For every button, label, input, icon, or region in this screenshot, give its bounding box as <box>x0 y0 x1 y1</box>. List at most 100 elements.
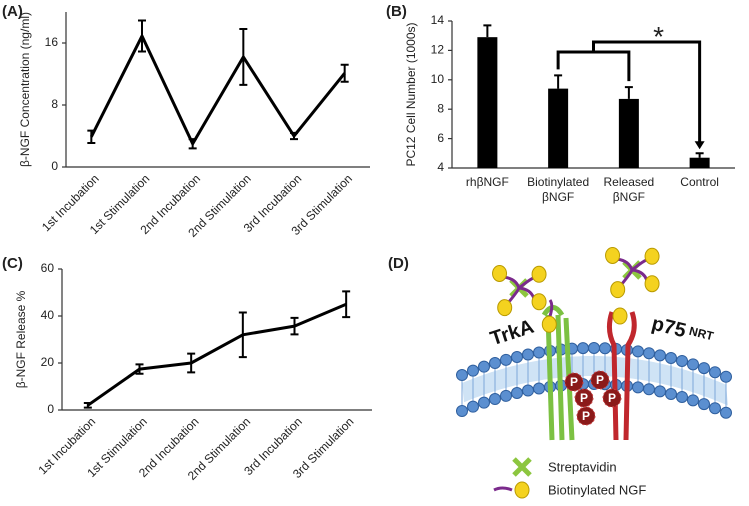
biotin-linker <box>504 275 521 289</box>
lipid-head <box>577 342 589 355</box>
lipid-head <box>522 348 534 361</box>
ngf <box>531 293 547 311</box>
lipid-head <box>500 389 512 402</box>
error-bar <box>290 316 299 336</box>
significance-annotation: * <box>653 21 664 52</box>
lipid-head <box>632 345 644 358</box>
significance-bracket <box>556 40 702 146</box>
lipid-head <box>599 342 611 355</box>
ngf <box>492 264 508 282</box>
significance-arrow <box>694 141 705 150</box>
lipid-head <box>709 402 721 415</box>
lipid-head <box>654 385 666 398</box>
y-tick-label: 16 <box>45 35 59 49</box>
panel-label: (D) <box>388 255 409 272</box>
error-bar <box>87 129 96 144</box>
y-tick-label: 60 <box>41 261 55 275</box>
phosphate-label: P <box>570 375 578 389</box>
lipid-head <box>511 387 523 399</box>
line <box>89 34 346 146</box>
error-bar <box>483 24 492 38</box>
biotin-linker <box>617 257 634 271</box>
error-bar <box>554 74 563 89</box>
streptavidin <box>512 457 532 477</box>
error-bar <box>239 28 248 86</box>
legend-label: Biotinylated NGF <box>548 482 646 497</box>
y-tick-label: 0 <box>47 402 54 416</box>
lipid-head <box>478 396 490 409</box>
error-bar <box>624 86 633 99</box>
panel-label: (B) <box>386 3 407 20</box>
phosphate <box>564 372 584 392</box>
lipid-head <box>665 351 677 364</box>
legend-linker <box>493 486 513 492</box>
x-tick-label: Released βNGF <box>604 175 655 204</box>
lipid-head <box>687 358 699 371</box>
ngf <box>644 275 660 293</box>
ngf <box>610 281 626 299</box>
y-tick-label: 10 <box>431 72 445 86</box>
lipid-head <box>478 360 490 373</box>
lipid-head <box>456 369 468 382</box>
lipid-head <box>467 400 479 413</box>
lipid-head <box>500 353 512 366</box>
lipid-head <box>698 398 710 411</box>
lipid-head <box>687 394 699 407</box>
error-bar <box>342 290 351 319</box>
y-axis-label: β-NGF Concentration (ng/ml) <box>18 12 32 167</box>
y-tick-label: 8 <box>437 101 444 115</box>
y-tick-label: 6 <box>437 131 444 145</box>
error-bar <box>188 138 197 150</box>
error-bar <box>340 63 349 83</box>
phosphate <box>574 388 594 408</box>
error-bar <box>290 131 298 141</box>
legend-ngf <box>514 481 530 499</box>
lipid-head <box>467 364 479 377</box>
lipid-head <box>533 346 545 359</box>
x-tick-label: Biotinylated βNGF <box>527 175 589 204</box>
biotin-linker <box>620 269 634 286</box>
ngf <box>531 265 547 283</box>
phosphate-label: P <box>580 391 588 405</box>
phosphate <box>602 388 622 408</box>
lipid-head <box>511 351 523 363</box>
y-axis-label: PC12 Cell Number (1000s) <box>404 22 418 166</box>
y-tick-label: 14 <box>431 13 445 27</box>
lipid-head <box>522 384 534 397</box>
p75-receptor <box>606 311 637 441</box>
error-bar <box>238 311 247 359</box>
ngf <box>644 247 660 265</box>
error-bar <box>138 19 146 53</box>
y-tick-label: 20 <box>41 355 55 369</box>
bar <box>548 88 569 168</box>
lipid-head <box>489 357 501 370</box>
lipid-head <box>676 354 688 367</box>
error-bar <box>187 352 196 374</box>
x-tick-label: Control <box>680 175 719 189</box>
lipid-head <box>676 390 688 403</box>
lipid-head <box>588 342 600 355</box>
phosphate-label: P <box>608 391 616 405</box>
receptor-label: p75 <box>649 313 688 343</box>
lipid-head <box>489 393 501 406</box>
phosphate <box>590 370 610 390</box>
lipid-head <box>632 381 644 394</box>
lipid-head <box>665 387 677 400</box>
y-tick-label: 12 <box>431 43 445 57</box>
error-bar <box>135 363 144 375</box>
lipid-head <box>456 405 468 418</box>
bar <box>618 98 639 168</box>
panel-label: (C) <box>2 255 23 272</box>
phosphate <box>576 406 596 426</box>
y-axis-label: β-NGF Release % <box>14 290 28 388</box>
lipid-head <box>654 349 666 362</box>
y-tick-label: 0 <box>51 159 58 173</box>
ngf <box>497 299 513 317</box>
bar <box>689 157 710 168</box>
ngf <box>541 315 557 333</box>
receptor-superscript: NRT <box>688 324 716 344</box>
y-tick-label: 40 <box>41 308 55 322</box>
error-bar <box>695 152 704 158</box>
